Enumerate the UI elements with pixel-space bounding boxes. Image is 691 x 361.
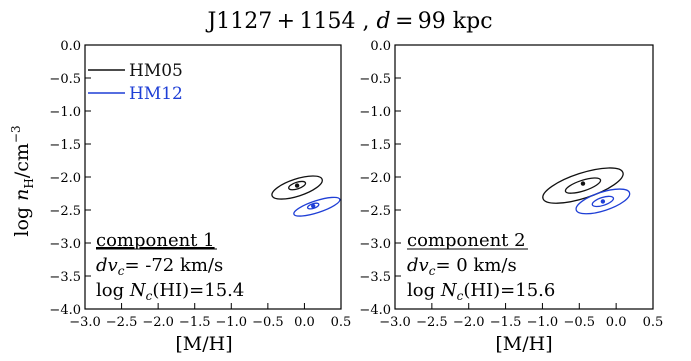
- left-x-tick-label: 0.5: [331, 315, 352, 330]
- ylabel-sub: H: [22, 178, 36, 188]
- right-y-tick-label: −2.5: [359, 204, 391, 219]
- title-sep: ,: [356, 9, 377, 34]
- left-logn-value: (HI)=15.4: [152, 280, 244, 301]
- right-hm05-best-fit-point: [580, 181, 586, 186]
- right-y-tick-label: −3.0: [359, 237, 391, 252]
- legend: HM05 HM12: [88, 61, 183, 104]
- right-x-tick-label: −1.5: [490, 315, 522, 330]
- right-logn-sub: c: [457, 289, 464, 303]
- left-annotation: component 1 dvc= -72 km/s log Nc(HI)=15.…: [96, 230, 244, 303]
- right-x-tick-label: −1.0: [527, 315, 559, 330]
- right-component-heading: component 2: [407, 230, 526, 251]
- left-hm05-best-fit-point: [294, 183, 300, 188]
- right-y-tick-label: −0.5: [359, 72, 391, 87]
- right-x-tick-label: −0.5: [563, 315, 595, 330]
- title-d: d: [376, 9, 390, 34]
- right-x-tick-label: −2.0: [453, 315, 485, 330]
- left-dv-sub: c: [118, 264, 125, 278]
- left-dv-value: = -72 km/s: [124, 255, 223, 276]
- right-x-tick-label: −2.5: [416, 315, 448, 330]
- right-dv-prefix: dv: [407, 255, 429, 276]
- left-contours: [271, 175, 341, 217]
- y-axis-label: log nH/cm−3: [9, 125, 36, 236]
- right-y-tick-label: −1.0: [359, 105, 391, 120]
- left-x-tick-label: −3.0: [69, 315, 101, 330]
- title-object: J1127 + 1154: [205, 9, 355, 34]
- left-hm12-outer-contour: [293, 196, 341, 217]
- right-contours: [542, 167, 631, 215]
- right-logn-line: log Nc(HI)=15.6: [407, 280, 555, 303]
- left-x-tick-label: −2.5: [106, 315, 138, 330]
- right-hm05-inner-contour: [564, 177, 602, 194]
- figure-title: J1127 + 1154 , d = 99 kpc: [205, 9, 492, 34]
- left-y-tick-label: −0.5: [49, 72, 81, 87]
- right-dv-sub: c: [429, 264, 436, 278]
- right-y-tick-label: −3.5: [359, 270, 391, 285]
- left-x-tick-label: 0.0: [294, 315, 315, 330]
- right-logn-value: (HI)=15.6: [463, 280, 555, 301]
- left-logn-N: N: [129, 280, 147, 301]
- right-x-tick-label: −3.0: [379, 315, 411, 330]
- left-ticks: −3.0 −2.5 −2.0 −1.5 −1.0 −0.5 0.0 0.5 0.0 −0.5 −1.…: [49, 39, 351, 330]
- left-hm05-outer-contour: [271, 175, 323, 200]
- left-hm12-best-fit-point: [311, 203, 316, 209]
- right-hm12-outer-contour: [575, 188, 631, 215]
- right-x-tick-label: 0.0: [606, 315, 627, 330]
- left-dv-line: dvc= -72 km/s: [96, 255, 223, 278]
- legend-label-hm05: HM05: [129, 61, 183, 81]
- right-y-tick-label: −2.0: [359, 171, 391, 186]
- left-y-tick-label: 0.0: [60, 39, 81, 54]
- left-hm12-inner-contour: [306, 202, 320, 210]
- left-y-tick-label: −1.5: [49, 138, 81, 153]
- left-y-tick-label: −1.0: [49, 105, 81, 120]
- right-x-tick-label: 0.5: [643, 315, 664, 330]
- ylabel-exp: −3: [9, 125, 23, 143]
- ylabel-n: n: [11, 189, 33, 201]
- left-x-tick-label: −2.0: [142, 315, 174, 330]
- ylabel-unit: /cm: [11, 143, 33, 178]
- panel-right: −3.0 −2.5 −2.0 −1.5 −1.0 −0.5 0.0 0.5 0.0 −0.5 −1.…: [359, 39, 663, 355]
- left-x-axis-label: [M/H]: [175, 333, 232, 355]
- right-annotation: component 2 dvc= 0 km/s log Nc(HI)=15.6: [407, 230, 555, 303]
- right-logn-prefix: log: [407, 280, 441, 301]
- right-y-tick-label: 0.0: [370, 39, 391, 54]
- right-hm12-best-fit-point: [600, 199, 606, 204]
- left-x-tick-label: −0.5: [252, 315, 284, 330]
- left-y-tick-label: −2.0: [49, 171, 81, 186]
- ylabel-log: log: [11, 201, 33, 237]
- left-axes-frame: [84, 44, 342, 310]
- left-x-tick-label: −1.5: [179, 315, 211, 330]
- right-y-tick-label: −4.0: [359, 303, 391, 318]
- right-dv-value: = 0 km/s: [435, 255, 516, 276]
- left-hm05-inner-contour: [288, 180, 307, 191]
- left-y-tick-label: −2.5: [49, 204, 81, 219]
- right-logn-N: N: [440, 280, 458, 301]
- legend-label-hm12: HM12: [129, 84, 183, 104]
- left-y-tick-label: −3.5: [49, 270, 81, 285]
- left-logn-sub: c: [146, 289, 153, 303]
- left-logn-line: log Nc(HI)=15.4: [96, 280, 244, 303]
- right-y-tick-label: −1.5: [359, 138, 391, 153]
- left-x-tick-label: −1.0: [215, 315, 247, 330]
- panel-left: −3.0 −2.5 −2.0 −1.5 −1.0 −0.5 0.0 0.5 0.0 −0.5 −1.…: [49, 39, 351, 355]
- right-axes-frame: [394, 44, 654, 310]
- right-x-axis-label: [M/H]: [495, 333, 552, 355]
- left-y-tick-label: −3.0: [49, 237, 81, 252]
- left-component-heading: component 1: [96, 230, 215, 251]
- left-dv-prefix: dv: [96, 255, 118, 276]
- right-dv-line: dvc= 0 km/s: [407, 255, 517, 278]
- left-y-tick-label: −4.0: [49, 303, 81, 318]
- right-ticks: −3.0 −2.5 −2.0 −1.5 −1.0 −0.5 0.0 0.5 0.0 −0.5 −1.…: [359, 39, 663, 330]
- left-logn-prefix: log: [96, 280, 130, 301]
- title-distance: = 99 kpc: [391, 9, 493, 34]
- right-hm12-inner-contour: [591, 195, 615, 208]
